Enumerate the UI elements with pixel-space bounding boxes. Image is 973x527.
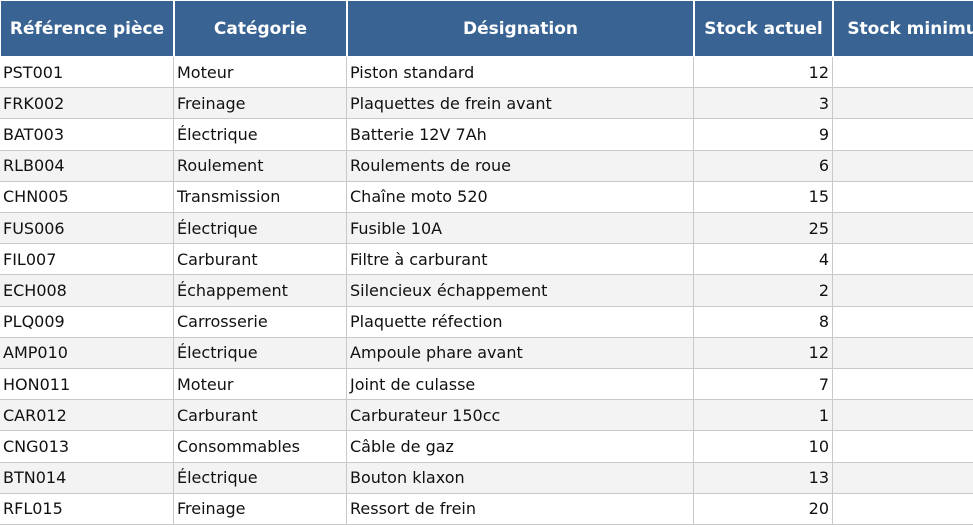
table-cell: Électrique	[174, 213, 347, 245]
table-cell: 4	[833, 119, 973, 151]
table-cell: Joint de culasse	[347, 369, 694, 401]
table-cell: Moteur	[174, 369, 347, 401]
table-cell: 15	[694, 181, 833, 213]
table-cell: 4	[694, 244, 833, 276]
table-cell: Plaquettes de frein avant	[347, 88, 694, 120]
table-cell: Carburant	[174, 400, 347, 432]
table-cell: CAR012	[0, 400, 174, 432]
table-cell: HON011	[0, 369, 174, 401]
table-cell: CNG013	[0, 431, 174, 463]
table-cell: Fusible 10A	[347, 213, 694, 245]
table-cell: Roulement	[174, 150, 347, 182]
table-cell: AMP010	[0, 337, 174, 369]
table-cell: Ressort de frein	[347, 493, 694, 525]
table-cell: Chaîne moto 520	[347, 181, 694, 213]
table-cell: 5	[833, 307, 973, 338]
table-cell: 20	[833, 213, 973, 245]
table-cell: FUS006	[0, 213, 174, 245]
table-cell: Consommables	[174, 431, 347, 463]
table-cell: 10	[694, 431, 833, 463]
column-header: Stock minimum	[833, 0, 973, 57]
table-cell: Électrique	[174, 462, 347, 494]
table-cell: PST001	[0, 57, 174, 89]
table-cell: Silencieux échappement	[347, 275, 694, 307]
table-cell: 20	[694, 493, 833, 525]
table-cell: 5	[833, 369, 973, 401]
table-cell: 6	[694, 150, 833, 182]
table-cell: 7	[833, 88, 973, 120]
table-cell: 5	[833, 57, 973, 89]
table-cell: Piston standard	[347, 57, 694, 89]
table-cell: 7	[694, 369, 833, 401]
table-cell: RLB004	[0, 150, 174, 182]
table-cell: 10	[833, 462, 973, 494]
table-cell: 6	[833, 244, 973, 276]
table-cell: 3	[694, 88, 833, 120]
column-header: Référence pièce	[0, 0, 174, 57]
table-cell: Plaquette réfection	[347, 306, 694, 338]
table-cell: 5	[833, 150, 973, 182]
column-header: Désignation	[347, 0, 694, 57]
table-cell: Échappement	[174, 275, 347, 307]
table-cell: PLQ009	[0, 306, 174, 338]
table-cell: CHN005	[0, 181, 174, 213]
table-cell: Moteur	[174, 57, 347, 89]
table-cell: Transmission	[174, 181, 347, 213]
table-cell: 9	[694, 119, 833, 151]
table-cell: 3	[833, 275, 973, 307]
table-cell: Bouton klaxon	[347, 462, 694, 494]
table-cell: 8	[694, 306, 833, 338]
table-cell: RFL015	[0, 493, 174, 525]
table-cell: 10	[833, 182, 973, 213]
table-cell: Électrique	[174, 337, 347, 369]
table-cell: 13	[694, 462, 833, 494]
table-cell: 2	[833, 400, 973, 432]
table-cell: ECH008	[0, 275, 174, 307]
table-cell: 12	[694, 337, 833, 369]
table-cell: Roulements de roue	[347, 150, 694, 182]
table-cell: 15	[833, 494, 973, 525]
table-cell: BTN014	[0, 462, 174, 494]
table-cell: 7	[833, 431, 973, 463]
table-cell: 10	[833, 337, 973, 369]
table-cell: FIL007	[0, 244, 174, 276]
table-cell: Filtre à carburant	[347, 244, 694, 276]
table-cell: Câble de gaz	[347, 431, 694, 463]
table-cell: Ampoule phare avant	[347, 337, 694, 369]
table-cell: Freinage	[174, 493, 347, 525]
table-cell: FRK002	[0, 88, 174, 120]
table-cell: Carburateur 150cc	[347, 400, 694, 432]
table-cell: BAT003	[0, 119, 174, 151]
table-cell: Électrique	[174, 119, 347, 151]
table-cell: 12	[694, 57, 833, 89]
table-cell: Carrosserie	[174, 306, 347, 338]
column-header: Stock actuel	[694, 0, 833, 57]
table-cell: Carburant	[174, 244, 347, 276]
table-cell: Batterie 12V 7Ah	[347, 119, 694, 151]
table-cell: Freinage	[174, 88, 347, 120]
table-cell: 2	[694, 275, 833, 307]
table-cell: 1	[694, 400, 833, 432]
table-cell: 25	[694, 213, 833, 245]
column-header: Catégorie	[174, 0, 347, 57]
